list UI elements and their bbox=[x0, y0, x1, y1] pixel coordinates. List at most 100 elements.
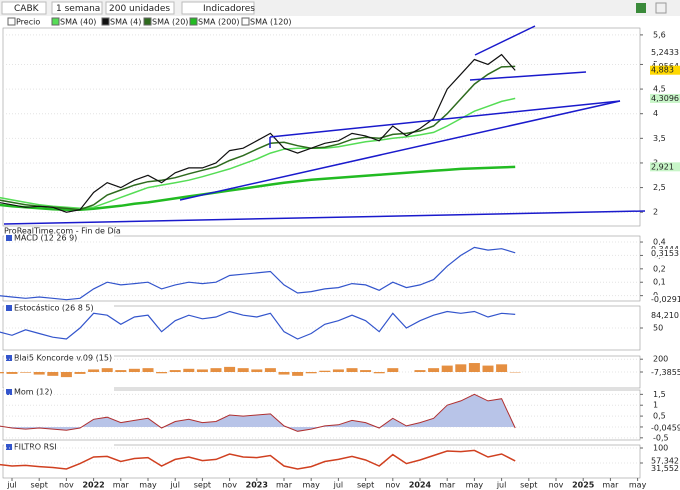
series-line bbox=[0, 65, 516, 211]
y-tick-label: 4,5 bbox=[653, 85, 666, 94]
bar bbox=[292, 372, 304, 376]
value-label: 2,921 bbox=[651, 162, 674, 171]
y-tick-label: 0,1 bbox=[653, 278, 666, 287]
trend-line bbox=[469, 71, 587, 81]
value-label: 0,3153 bbox=[651, 249, 679, 258]
y-tick-label: 5,6 bbox=[653, 30, 666, 39]
value-label: 4,883 bbox=[651, 66, 674, 75]
panel-title: MACD (12 26 9) bbox=[14, 234, 77, 243]
bar bbox=[74, 372, 86, 374]
value-marker bbox=[650, 162, 680, 172]
x-tick-label: mar bbox=[276, 481, 293, 490]
value-label: -0,0291 bbox=[651, 295, 680, 304]
value-marker bbox=[650, 456, 680, 466]
symbol[interactable]: CABK bbox=[14, 4, 40, 14]
indicators[interactable]: Indicadores bbox=[203, 4, 255, 14]
units[interactable]: 200 unidades bbox=[109, 4, 170, 14]
symbol-box[interactable] bbox=[1, 1, 47, 15]
series-line bbox=[0, 246, 516, 301]
legend: Precio SMA (40) SMA (4) SMA (20) SMA (200) SM… bbox=[7, 17, 292, 27]
legend-swatch bbox=[241, 17, 250, 26]
bar bbox=[360, 370, 372, 372]
period[interactable]: 1 semana bbox=[56, 4, 100, 14]
panel-title-bg bbox=[4, 442, 114, 452]
legend-swatch bbox=[143, 17, 152, 26]
y-tick-label: 200 bbox=[653, 355, 668, 364]
value-marker bbox=[650, 93, 680, 103]
x-tick-label: jul bbox=[333, 481, 344, 490]
bar bbox=[6, 372, 18, 374]
icon[interactable] bbox=[655, 2, 667, 14]
value-label: -0,0459 bbox=[651, 423, 680, 432]
indicators-box[interactable] bbox=[181, 1, 255, 15]
y-tick-label: 3,5 bbox=[653, 134, 666, 143]
legend-entry: SMA (200) bbox=[198, 18, 240, 27]
x-tick-label: jul bbox=[6, 481, 17, 490]
legend-entry: SMA (120) bbox=[250, 18, 292, 27]
bar bbox=[156, 372, 168, 374]
bar bbox=[482, 365, 494, 372]
value-marker bbox=[650, 248, 680, 258]
units-box[interactable] bbox=[105, 1, 175, 15]
bar bbox=[468, 363, 480, 372]
panel-title: Blai5 Koncorde v.09 (15) bbox=[14, 354, 112, 363]
bar bbox=[332, 369, 344, 372]
legend-entry: SMA (20) bbox=[152, 18, 188, 27]
x-tick-label: mar bbox=[602, 481, 619, 490]
panel-title: FILTRO RSI bbox=[14, 443, 57, 452]
legend-swatch bbox=[189, 17, 198, 26]
x-axis: jul sept nov 2022 mar may jul sept nov 2023 mar may… bbox=[6, 478, 647, 490]
x-tick-label: nov bbox=[385, 481, 400, 490]
x-tick-label: nov bbox=[59, 481, 74, 490]
bar bbox=[210, 368, 222, 372]
panel-title-bg bbox=[4, 387, 114, 397]
value-label: 31,552 bbox=[651, 464, 679, 473]
period-box[interactable] bbox=[51, 1, 103, 15]
value-marker bbox=[650, 367, 680, 377]
bar bbox=[20, 372, 32, 373]
panel-icon bbox=[6, 235, 12, 241]
x-tick-label: 2024 bbox=[409, 481, 432, 490]
bar bbox=[183, 368, 195, 372]
legend-entry: Precio bbox=[16, 18, 40, 27]
bar bbox=[455, 364, 467, 372]
bar bbox=[196, 369, 208, 372]
x-tick-label: 2023 bbox=[246, 481, 268, 490]
x-tick-label: mar bbox=[439, 481, 456, 490]
bar bbox=[251, 369, 263, 372]
bar bbox=[142, 368, 154, 372]
bar bbox=[264, 368, 276, 372]
y-tick-label: 2 bbox=[653, 208, 658, 217]
legend-swatch bbox=[7, 17, 16, 26]
x-tick-label: may bbox=[466, 481, 484, 490]
y-tick-label: 100 bbox=[653, 444, 668, 453]
x-tick-label: mar bbox=[113, 481, 130, 490]
y-tick-label: 1,5 bbox=[653, 390, 666, 399]
panel-frame bbox=[2, 27, 641, 227]
x-tick-label: 2025 bbox=[572, 481, 595, 490]
legend-entry: SMA (4) bbox=[110, 18, 141, 27]
bar bbox=[373, 372, 385, 374]
value-label: -7,3855 bbox=[651, 368, 680, 377]
value-label: 4,3096 bbox=[651, 94, 679, 103]
x-tick-label: nov bbox=[549, 481, 564, 490]
trend-line bbox=[179, 100, 621, 201]
value-marker bbox=[650, 310, 680, 320]
bar bbox=[305, 372, 317, 374]
x-tick-label: may bbox=[629, 481, 647, 490]
series-line bbox=[0, 393, 516, 432]
legend-swatch bbox=[51, 17, 60, 26]
panel-icon bbox=[6, 355, 12, 361]
bar bbox=[441, 365, 453, 372]
x-tick-label: nov bbox=[222, 481, 237, 490]
y-tick-label: 2,5 bbox=[653, 183, 666, 192]
trend-line bbox=[474, 25, 536, 56]
trend-line bbox=[3, 210, 646, 225]
value-marker bbox=[650, 464, 680, 474]
icon[interactable] bbox=[636, 3, 646, 13]
trend-lines bbox=[3, 25, 646, 225]
x-tick-label: jul bbox=[169, 481, 180, 490]
panel-icon bbox=[6, 305, 12, 311]
y-tick-label: 0,2 bbox=[653, 264, 666, 273]
